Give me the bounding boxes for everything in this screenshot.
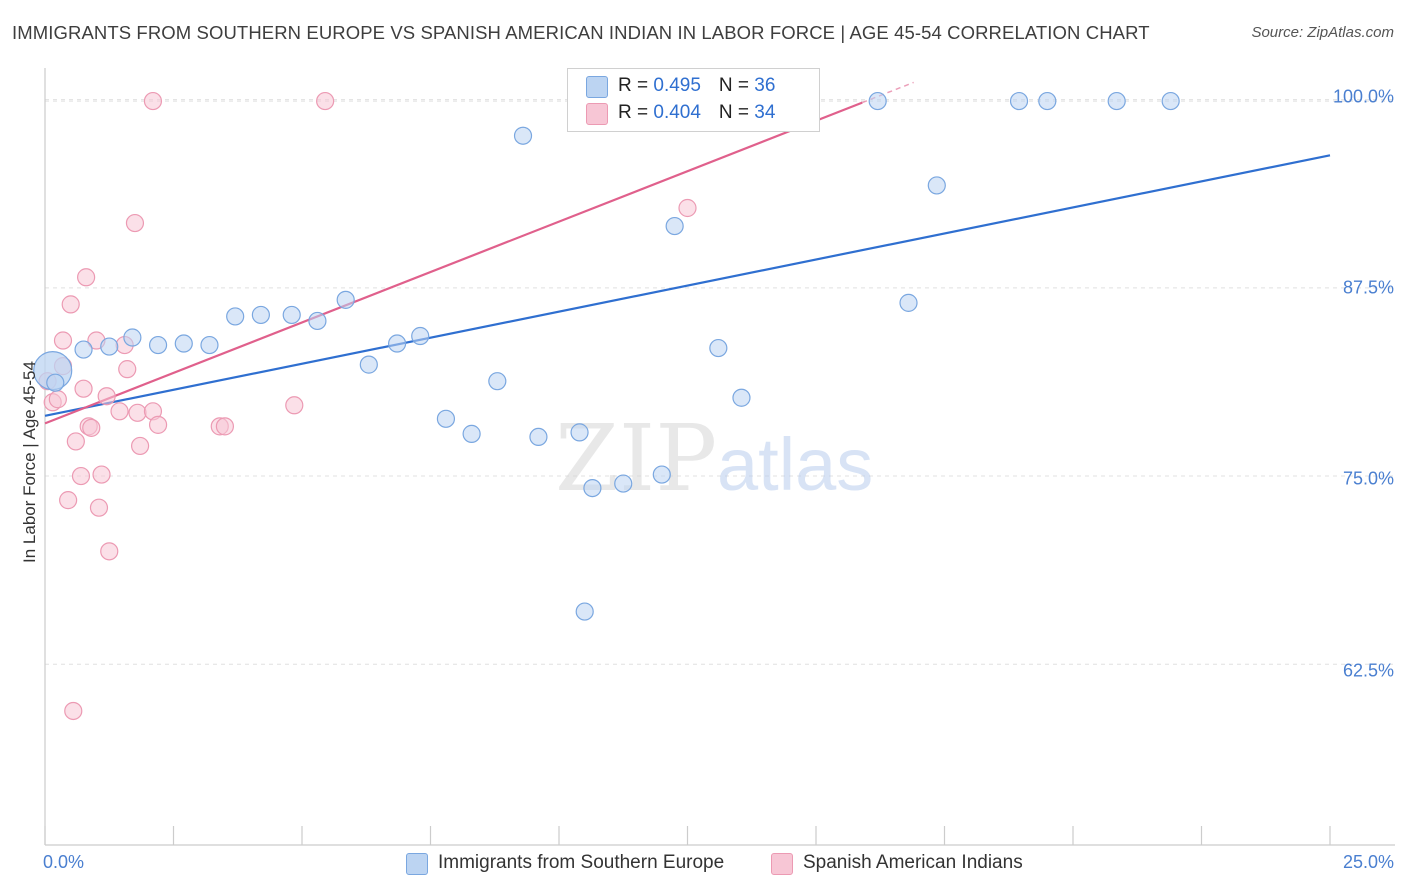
pink-point (53, 331, 73, 350)
pink-point (100, 542, 119, 561)
blue-point (709, 338, 728, 358)
blue-point (336, 290, 355, 309)
pink-point (110, 402, 129, 421)
pink-point (118, 360, 137, 379)
pink-point (128, 403, 147, 422)
blue-point (513, 126, 533, 145)
blue-point (899, 293, 918, 312)
blue-point (614, 474, 633, 493)
blue-point (1161, 91, 1180, 111)
blue-point (1038, 91, 1057, 111)
blue-point (282, 305, 301, 325)
pink-point (92, 465, 111, 484)
blue-point (462, 424, 481, 443)
correlation-legend: R = 0.495 N = 36 R = 0.404 N = 34 (567, 68, 820, 132)
legend-r-label: R = (618, 102, 654, 123)
blue-point (575, 602, 594, 621)
legend-r-label: R = (618, 75, 654, 96)
chart-title: IMMIGRANTS FROM SOUTHERN EUROPE VS SPANI… (12, 22, 1150, 43)
legend-n-value: 34 (754, 102, 776, 123)
blue-point (927, 176, 946, 195)
y-tick-label: 87.5% (1342, 277, 1394, 298)
blue-point (732, 388, 751, 407)
blue-point (100, 337, 119, 356)
blue-point (46, 373, 65, 392)
pink-point (215, 417, 234, 436)
pink-point (48, 390, 67, 409)
axis-layer (44, 68, 1395, 846)
blue-point (251, 305, 270, 325)
pink-point (66, 432, 85, 451)
pink-point (678, 198, 697, 218)
pink-point (71, 466, 91, 486)
blue-point (200, 335, 219, 355)
blue-point (359, 355, 378, 374)
pink-point (97, 387, 116, 406)
blue-point (148, 335, 168, 355)
pink-point (143, 91, 163, 111)
pink-point (64, 701, 83, 721)
legend-n-label: N = (718, 75, 755, 96)
legend-stats-pink: R = 0.404 N = 34 (618, 102, 775, 124)
point-layer (33, 91, 1180, 721)
y-tick-label: 100.0% (1332, 86, 1394, 107)
legend-r-value: 0.404 (653, 102, 701, 123)
blue-point (583, 479, 602, 498)
y-axis-label: In Labor Force | Age 45-54 (20, 361, 39, 563)
blue-point (308, 311, 327, 331)
blue-point (652, 465, 671, 484)
watermark-zip: ZIP (555, 405, 717, 512)
y-tick-label: 62.5% (1342, 660, 1394, 681)
blue-point (868, 91, 887, 111)
pink-point (61, 295, 80, 314)
pink-point (77, 268, 96, 287)
pink-point (59, 491, 78, 510)
blue-point (665, 216, 684, 236)
pink-point (316, 91, 335, 111)
y-tick-label: 75.0% (1342, 468, 1394, 489)
blue-point (1009, 91, 1029, 111)
trend-line (44, 101, 863, 425)
x-tick-label: 0.0% (43, 852, 85, 872)
blue-point (436, 409, 456, 428)
blue-point (174, 334, 193, 353)
blue-point (411, 326, 430, 346)
x-tick-label: 25.0% (1342, 852, 1394, 872)
legend-n-label: N = (718, 102, 755, 123)
blue-point (387, 334, 407, 353)
bottom-legend-label-blue: Immigrants from Southern Europe (438, 852, 725, 873)
blue-point (529, 427, 548, 446)
blue-point (74, 340, 93, 359)
watermark-atlas: atlas (717, 423, 873, 506)
legend-n-value: 36 (754, 75, 776, 96)
blue-point (570, 423, 589, 442)
watermark: ZIP atlas (555, 405, 873, 512)
pink-point (89, 498, 109, 517)
pink-point (125, 213, 145, 233)
source-credit: Source: ZipAtlas.com (1251, 24, 1394, 41)
trend-line (44, 154, 1331, 417)
trend-layer (44, 81, 1331, 425)
pink-point (285, 396, 304, 415)
pink-point (82, 418, 101, 437)
pink-point (148, 415, 168, 434)
pink-point (130, 436, 150, 456)
blue-point (226, 307, 245, 326)
legend-r-value: 0.495 (653, 75, 701, 96)
bottom-legend-swatch-pink (771, 853, 793, 875)
legend-stats-blue: R = 0.495 N = 36 (618, 75, 775, 97)
bottom-legend-label-pink: Spanish American Indians (803, 852, 1023, 873)
blue-point (488, 372, 507, 391)
blue-point (123, 328, 142, 347)
bottom-legend-swatch-blue (406, 853, 428, 875)
legend-swatch-pink (586, 103, 608, 125)
pink-point (74, 379, 93, 398)
legend-swatch-blue (586, 76, 608, 98)
blue-point (1107, 91, 1126, 111)
